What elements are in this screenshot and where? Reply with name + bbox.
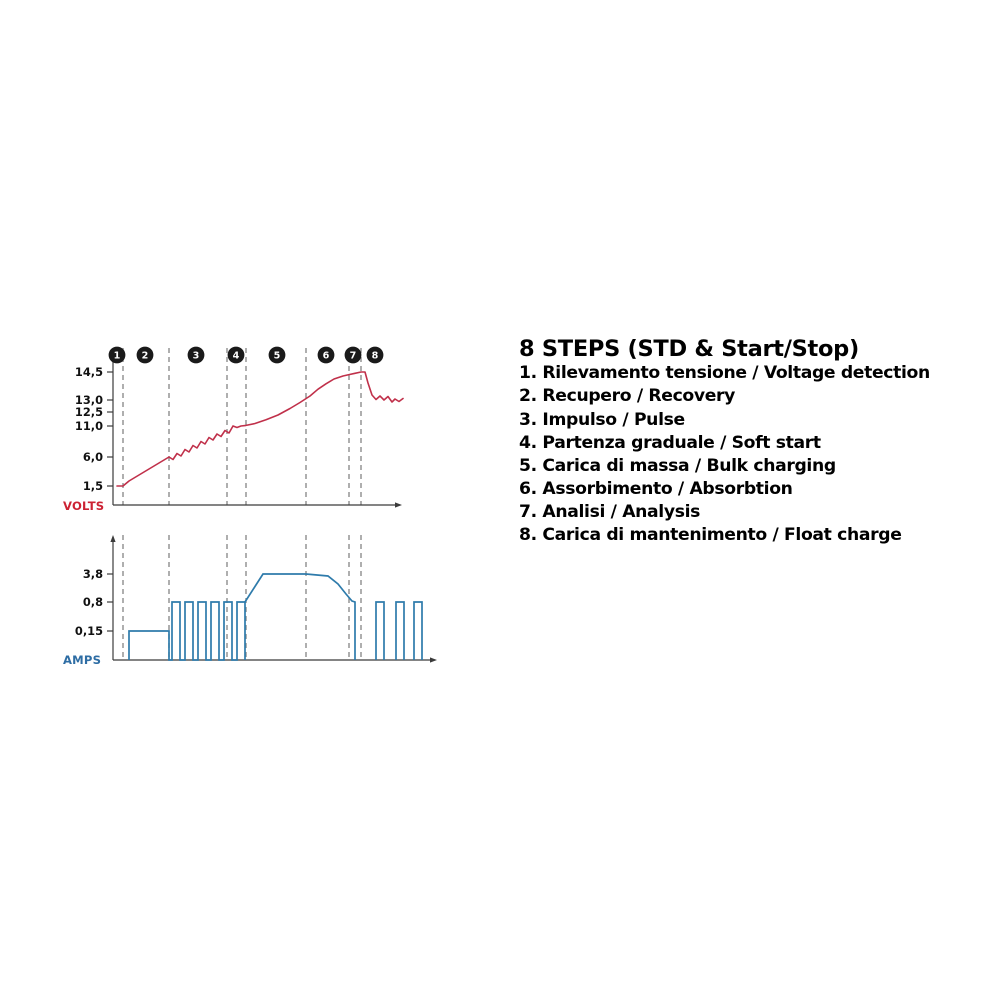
volts-curve: [116, 371, 404, 487]
step-badge-2-circle: [136, 346, 154, 364]
step-badge-8-circle: [366, 346, 384, 364]
step-badge-2[interactable]: 2: [136, 346, 154, 364]
amps-x-axis-arrow: [430, 657, 437, 663]
amps-axis-label: AMPS: [63, 653, 101, 667]
legend-item-3: 3. Impulso / Pulse: [519, 409, 685, 430]
step-badge-1-label: 1: [114, 351, 121, 362]
legend-list: 1. Rilevamento tensione / Voltage detect…: [519, 362, 949, 547]
charging-curve-svg: 14,5 13,0 12,5 11,0 6,0 1,5 VOLTS 1: [63, 346, 437, 667]
step-badge-3-label: 3: [193, 351, 200, 362]
legend-item-6: 6. Assorbimento / Absorbtion: [519, 478, 793, 499]
charging-curve-diagram: 14,5 13,0 12,5 11,0 6,0 1,5 VOLTS 1: [55, 330, 455, 680]
step-badge-5-label: 5: [274, 351, 281, 362]
legend-title: 8 STEPS (STD & Start/Stop): [519, 336, 859, 362]
legend-item-8: 8. Carica di mantenimento / Float charge: [519, 525, 902, 546]
volts-tick-label-11-0: 11,0: [75, 419, 103, 433]
step-badge-7[interactable]: 7: [344, 346, 362, 364]
legend-item-1: 1. Rilevamento tensione / Voltage detect…: [519, 363, 930, 384]
step-badge-8[interactable]: 8: [366, 346, 384, 364]
step-badge-1[interactable]: 1: [108, 346, 126, 364]
legend-item-2: 2. Recupero / Recovery: [519, 386, 736, 407]
amps-chart: 3,8 0,8 0,15 AMPS: [63, 535, 437, 667]
amps-tick-label-0-15: 0,15: [75, 624, 103, 638]
step-badge-6-circle: [317, 346, 335, 364]
volts-x-axis-arrow: [395, 502, 402, 508]
step-badge-6[interactable]: 6: [317, 346, 335, 364]
volts-tick-label-12-5: 12,5: [75, 405, 103, 419]
volts-tick-label-13-0: 13,0: [75, 393, 103, 407]
amps-profile-float-pulse-2: [395, 601, 405, 660]
step-badge-4-circle: [227, 346, 245, 364]
step-badge-1-circle: [108, 346, 126, 364]
step-badges: 1 2 3 4 5: [108, 346, 384, 364]
volts-tick-label-6-0: 6,0: [83, 450, 103, 464]
step-badge-6-label: 6: [323, 351, 330, 362]
amps-y-axis-arrow: [110, 535, 116, 542]
step-badge-5[interactable]: 5: [268, 346, 286, 364]
step-badge-7-circle: [344, 346, 362, 364]
legend-item-4: 4. Partenza graduale / Soft start: [519, 432, 821, 453]
amps-tick-label-0-8: 0,8: [83, 595, 103, 609]
volts-tick-label-14-5: 14,5: [75, 365, 103, 379]
legend-item-5: 5. Carica di massa / Bulk charging: [519, 455, 836, 476]
step-badge-4-label: 4: [233, 351, 240, 362]
amps-profile-bulk: [244, 573, 356, 660]
step-badge-5-circle: [268, 346, 286, 364]
step-boundary-guides: [122, 348, 362, 660]
amps-profile-float-pulse-1: [375, 601, 385, 660]
step-badge-4[interactable]: 4: [227, 346, 245, 364]
step-badge-7-label: 7: [350, 351, 357, 362]
volts-tick-label-1-5: 1,5: [83, 479, 103, 493]
steps-legend: 8 STEPS (STD & Start/Stop) 1. Rilevament…: [519, 337, 949, 547]
amps-profile-main: [128, 601, 246, 661]
step-badge-8-label: 8: [372, 351, 379, 362]
volts-chart: 14,5 13,0 12,5 11,0 6,0 1,5 VOLTS: [63, 348, 404, 513]
step-badge-2-label: 2: [142, 351, 149, 362]
amps-tick-label-3-8: 3,8: [83, 567, 103, 581]
step-badge-3[interactable]: 3: [187, 346, 205, 364]
volts-axis-label: VOLTS: [63, 499, 104, 513]
amps-profile-float-pulse-3: [413, 601, 423, 660]
step-badge-3-circle: [187, 346, 205, 364]
legend-item-7: 7. Analisi / Analysis: [519, 502, 700, 523]
